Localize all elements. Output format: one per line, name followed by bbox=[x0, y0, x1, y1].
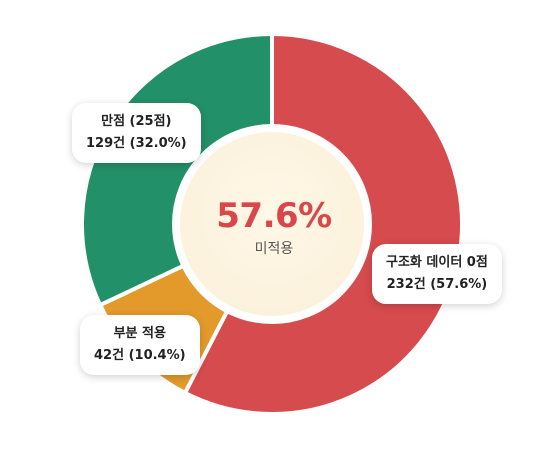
center-label: 미적용 bbox=[254, 241, 294, 257]
slice-label-partial-title: 부분 적용 bbox=[113, 326, 166, 341]
slice-label-zero-title: 구조화 데이터 0점 bbox=[386, 255, 488, 270]
slice-label-full-score-title: 만점 (25점) bbox=[101, 114, 172, 129]
donut-hole bbox=[172, 124, 372, 324]
slice-label-full-score: 만점 (25점) 129건 (32.0%) bbox=[72, 103, 201, 163]
slice-label-partial: 부분 적용 42건 (10.4%) bbox=[80, 315, 200, 375]
slice-label-partial-detail: 42건 (10.4%) bbox=[94, 348, 186, 363]
slice-label-zero-detail: 232건 (57.6%) bbox=[386, 277, 488, 292]
slice-label-full-score-detail: 129건 (32.0%) bbox=[86, 136, 187, 151]
slice-label-zero: 구조화 데이터 0점 232건 (57.6%) bbox=[372, 244, 502, 304]
center-percent: 57.6% bbox=[216, 196, 332, 236]
